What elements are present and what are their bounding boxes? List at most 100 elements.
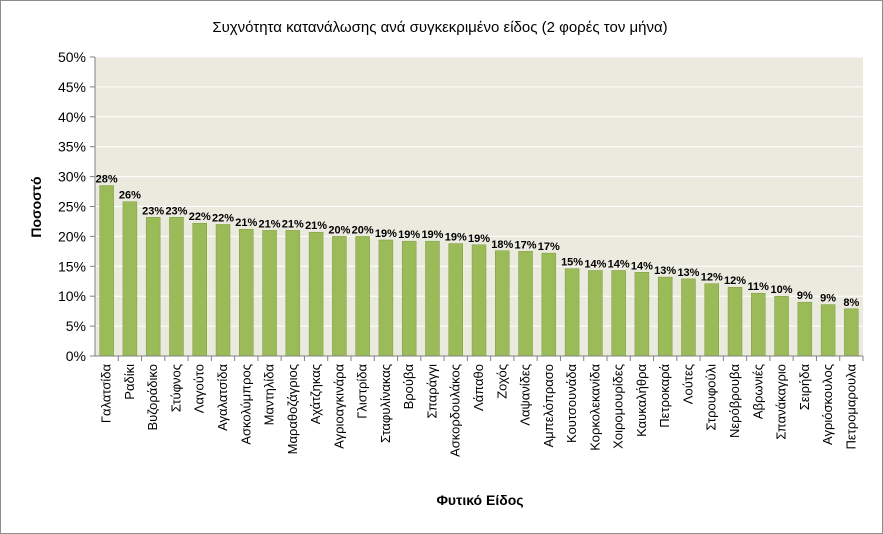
bar [797,301,813,357]
data-label: 10% [771,284,793,296]
x-tick-label: Ζοχός [494,364,509,399]
x-tick-label: Σταφυλίνακας [378,364,393,443]
y-tick-label: 40% [58,109,86,125]
bar [611,270,626,357]
y-tick-label: 50% [58,49,86,65]
bar [262,230,277,357]
data-label: 14% [584,258,606,270]
bar [518,251,533,357]
x-tick-label: Μαντηλίδα [262,364,277,426]
x-tick-label: Γαλατσίδα [99,364,114,424]
bar [704,283,719,357]
bar [401,240,417,357]
data-label: 19% [468,233,490,245]
x-tick-label: Σειρήδα [797,364,812,411]
bar [541,252,557,357]
y-tick-label: 0% [66,348,86,364]
y-tick-label: 35% [58,139,86,155]
data-label: 21% [305,220,327,232]
data-label: 8% [843,297,859,309]
bar [774,295,789,357]
data-label: 13% [677,267,699,279]
bar [751,292,766,357]
x-tick-label: Κορκολεκανίδα [587,364,602,451]
x-tick-label: Βυζοράδικο [145,364,160,430]
data-label: 9% [797,290,813,302]
data-label: 11% [748,281,770,293]
y-tick-label: 25% [58,199,86,215]
x-tick-label: Λαψανίδες [518,364,533,426]
y-tick-label: 5% [66,318,86,334]
x-tick-label: Αχάτζηκας [308,364,323,424]
x-tick-label: Αβρωνιές [750,364,765,419]
bar [448,243,463,357]
bar [239,228,254,357]
bar [355,236,370,357]
x-tick-label: Λαγούτο [192,364,207,413]
bar [215,224,231,357]
y-tick-label: 45% [58,79,86,95]
y-tick-label: 30% [58,169,86,185]
x-tick-label: Αγριοαγκινάρα [331,364,346,449]
data-label: 19% [445,232,467,244]
bar [192,222,207,357]
data-label: 19% [398,229,420,241]
data-label: 17% [515,239,537,251]
data-label: 22% [189,211,211,223]
x-tick-label: Νερόβρουβα [727,364,742,438]
data-label: 15% [561,257,583,269]
bar [285,230,301,357]
x-tick-label: Χοιρομουρίδες [611,364,626,449]
bar [634,272,650,357]
bar [495,250,510,357]
bar [308,231,324,357]
bar [145,217,161,357]
x-tick-label: Αμπελόπρασο [541,364,556,447]
x-tick-label: Πετρομαρουλα [843,364,858,450]
data-label: 21% [235,217,257,229]
bar [820,304,836,357]
bar [844,308,859,357]
data-label: 12% [724,275,746,287]
x-tick-label: Αγριόσκουλος [820,364,835,445]
data-label: 19% [375,228,397,240]
y-tick-label: 15% [58,258,86,274]
data-label: 14% [608,258,630,270]
x-tick-label: Πετροκαρά [657,364,672,428]
bar [564,268,580,357]
x-tick-label: Κουτσουνάδα [564,364,579,443]
bar [588,270,603,357]
x-tick-label: Αγαλατσίδα [215,364,230,431]
x-tick-label: Ασκολύμπρος [238,364,253,445]
data-label: 21% [259,218,281,230]
data-label: 23% [165,205,187,217]
data-label: 14% [631,260,653,272]
x-tick-label: Λούτες [680,364,695,404]
y-tick-label: 20% [58,228,86,244]
data-label: 23% [142,205,164,217]
data-label: 20% [352,224,374,236]
x-axis-title: Φυτικό Είδος [436,492,523,508]
bar [681,278,696,357]
x-tick-label: Στρουφούλι [704,364,719,431]
x-tick-label: Καυκαλήθρα [634,364,649,437]
data-label: 20% [328,224,350,236]
x-tick-label: Στύφνος [168,364,183,412]
x-tick-label: Γλιστρίδα [355,364,370,419]
x-tick-label: Ραδίκι [122,364,137,400]
bar [657,276,673,357]
bar [471,244,487,357]
x-tick-label: Ασκορδουλάκος [448,364,463,457]
x-tick-label: Σπανάκαγριο [774,364,789,440]
x-tick-label: Λάπαθο [471,364,486,411]
y-tick-label: 10% [58,288,86,304]
x-tick-label: Μαραθοζάγριος [285,364,300,454]
data-label: 9% [820,293,836,305]
data-label: 18% [491,239,513,251]
data-label: 26% [119,190,141,202]
x-tick-label: Βρούβα [401,364,416,410]
bar [727,286,743,357]
data-label: 17% [538,241,560,253]
data-label: 28% [96,174,118,186]
